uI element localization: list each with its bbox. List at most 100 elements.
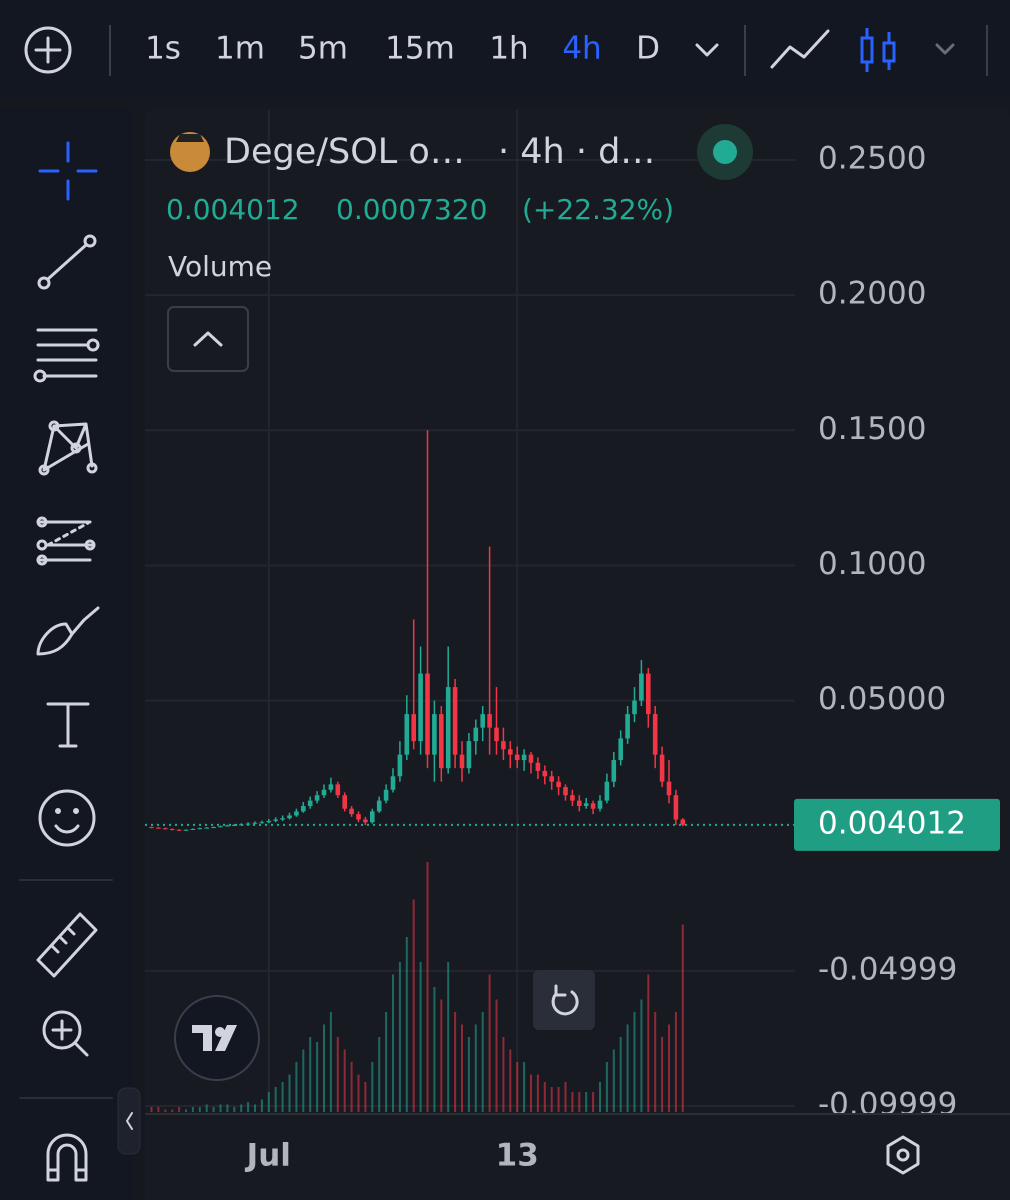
reset-chart-button[interactable] — [533, 970, 595, 1030]
timeframe-button[interactable]: 1m — [215, 31, 265, 67]
collapse-legend-icon — [193, 331, 223, 347]
symbol-name[interactable]: Dege/SOL o… — [224, 132, 465, 172]
fib-tool[interactable] — [33, 328, 100, 383]
candle-body — [328, 784, 334, 790]
last-price-label: 0.004012 — [818, 805, 966, 841]
timeframe-button[interactable]: D — [636, 31, 660, 67]
volume-bar — [419, 962, 422, 1112]
candle-body — [459, 754, 465, 769]
chart-type-dropdown[interactable] — [935, 43, 955, 55]
candle-body — [390, 776, 396, 790]
candle-body — [680, 819, 686, 825]
volume-bar — [619, 1037, 622, 1112]
y-tick-label: 0.05000 — [818, 681, 946, 717]
settings-button[interactable] — [886, 1135, 920, 1175]
timeframe-button[interactable]: 1h — [489, 31, 528, 67]
volume-bar — [461, 1024, 463, 1112]
timeframe-dropdown[interactable] — [695, 43, 719, 57]
volume-bar — [150, 1107, 153, 1112]
volume-bar — [371, 1062, 374, 1112]
y-tick-label: 0.2000 — [818, 276, 926, 312]
volume-bar — [267, 1092, 270, 1112]
candle-body — [411, 714, 416, 742]
candle-body — [349, 808, 354, 815]
tv-logo-dot — [215, 1027, 225, 1037]
candle-body — [508, 749, 513, 755]
volume-bar — [205, 1104, 208, 1112]
timeframe-button[interactable]: 1s — [145, 31, 181, 67]
volume-bar — [502, 1037, 505, 1112]
candle-body — [383, 789, 389, 801]
candle-body — [611, 760, 617, 782]
volume-bar — [523, 1062, 526, 1112]
candle-body — [163, 828, 168, 830]
text-tool[interactable] — [46, 702, 90, 748]
candle-chart-button[interactable] — [860, 28, 896, 72]
emoji-tool[interactable] — [38, 789, 96, 847]
volume-bar — [495, 999, 498, 1112]
volume-bar — [633, 1012, 636, 1112]
candle-body — [570, 795, 575, 801]
y-tick-label: 0.2500 — [818, 141, 926, 177]
x-tick-label: Jul — [245, 1138, 291, 1174]
volume-bar — [564, 1082, 567, 1112]
volume-bar — [185, 1109, 187, 1112]
volume-bar — [440, 999, 443, 1112]
candle-body — [639, 673, 644, 701]
line-chart-button[interactable] — [770, 29, 830, 69]
candle-body — [646, 673, 651, 715]
candle-body — [266, 820, 272, 823]
volume-bar — [260, 1099, 263, 1112]
volume-bar — [171, 1109, 174, 1112]
volume-bar — [274, 1087, 277, 1112]
y-tick-label: 0.1500 — [818, 411, 926, 447]
volume-bar — [316, 1042, 319, 1112]
timeframe-button[interactable]: 4h — [562, 31, 601, 67]
ruler-tool[interactable] — [36, 912, 98, 978]
brush-tool[interactable] — [36, 606, 100, 656]
legend-price: 0.004012 — [166, 193, 300, 226]
volume-bar — [343, 1049, 346, 1112]
volume-bar — [295, 1062, 298, 1112]
crosshair-tool[interactable] — [38, 141, 98, 201]
candle-body — [225, 825, 230, 827]
candle-body — [563, 787, 568, 796]
volume-bar — [329, 1012, 332, 1112]
candle-body — [652, 714, 658, 755]
volume-bar — [488, 974, 491, 1112]
candle-body — [501, 741, 506, 750]
zoom-tool[interactable] — [42, 1010, 89, 1057]
collapse-legend-button[interactable] — [167, 306, 249, 372]
trendline-tool[interactable] — [37, 234, 97, 290]
candle-body — [259, 822, 265, 824]
candle-body — [183, 829, 189, 831]
candle-body — [542, 770, 548, 777]
candle-body — [549, 776, 554, 782]
volume-bar — [309, 1037, 312, 1112]
tv-logo[interactable] — [174, 995, 260, 1081]
y-tick-label: -0.04999 — [818, 951, 957, 987]
add-symbol-button[interactable] — [24, 26, 72, 74]
legend-change-pct: (+22.32%) — [522, 193, 674, 226]
volume-bar — [509, 1049, 512, 1112]
magnet-tool[interactable] — [46, 1133, 88, 1182]
candle-body — [197, 828, 203, 830]
volume-bar — [219, 1104, 222, 1112]
x-tick-label: 13 — [496, 1138, 539, 1174]
top-bar — [0, 0, 1010, 98]
logo-hat — [176, 134, 204, 142]
timeframe-button[interactable]: 15m — [385, 31, 455, 67]
volume-bar — [454, 1012, 457, 1112]
candle-body — [363, 819, 368, 823]
candle-body — [397, 754, 403, 777]
candle-body — [404, 714, 410, 755]
volume-bar — [681, 924, 684, 1112]
candle-body — [597, 800, 603, 809]
pattern-tool[interactable] — [38, 420, 98, 476]
volume-bar — [426, 862, 429, 1112]
candle-body — [625, 714, 630, 739]
collapse-toolbar-button[interactable] — [117, 1087, 141, 1155]
timeframe-button[interactable]: 5m — [298, 31, 348, 67]
candle-body — [494, 727, 499, 742]
forecast-tool[interactable] — [36, 516, 96, 566]
